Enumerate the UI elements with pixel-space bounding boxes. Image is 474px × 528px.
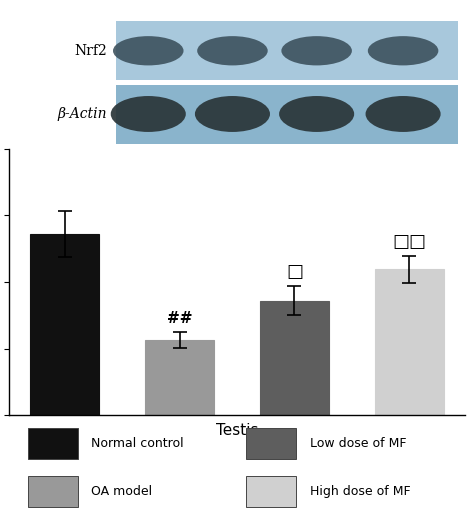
Text: Low dose of MF: Low dose of MF bbox=[310, 437, 406, 450]
Ellipse shape bbox=[195, 96, 270, 132]
Bar bbox=[246, 428, 296, 459]
Bar bbox=[246, 476, 296, 507]
Bar bbox=[260, 300, 329, 415]
FancyBboxPatch shape bbox=[117, 80, 458, 85]
Text: □□: □□ bbox=[392, 233, 427, 251]
Ellipse shape bbox=[113, 36, 183, 65]
Bar bbox=[375, 269, 444, 415]
Ellipse shape bbox=[368, 36, 438, 65]
FancyBboxPatch shape bbox=[117, 84, 458, 144]
Bar bbox=[27, 428, 78, 459]
Text: ##: ## bbox=[167, 311, 192, 326]
Ellipse shape bbox=[279, 96, 354, 132]
Bar bbox=[30, 234, 99, 415]
Ellipse shape bbox=[282, 36, 352, 65]
Text: High dose of MF: High dose of MF bbox=[310, 485, 410, 498]
X-axis label: Testis: Testis bbox=[216, 423, 258, 438]
Ellipse shape bbox=[197, 36, 268, 65]
Text: □: □ bbox=[286, 262, 303, 281]
Text: OA model: OA model bbox=[91, 485, 153, 498]
FancyBboxPatch shape bbox=[117, 21, 458, 80]
Bar bbox=[145, 340, 214, 415]
Ellipse shape bbox=[365, 96, 441, 132]
Text: Normal control: Normal control bbox=[91, 437, 184, 450]
Text: β-Actin: β-Actin bbox=[58, 107, 107, 121]
Text: Nrf2: Nrf2 bbox=[74, 44, 107, 58]
Bar bbox=[27, 476, 78, 507]
Ellipse shape bbox=[111, 96, 186, 132]
